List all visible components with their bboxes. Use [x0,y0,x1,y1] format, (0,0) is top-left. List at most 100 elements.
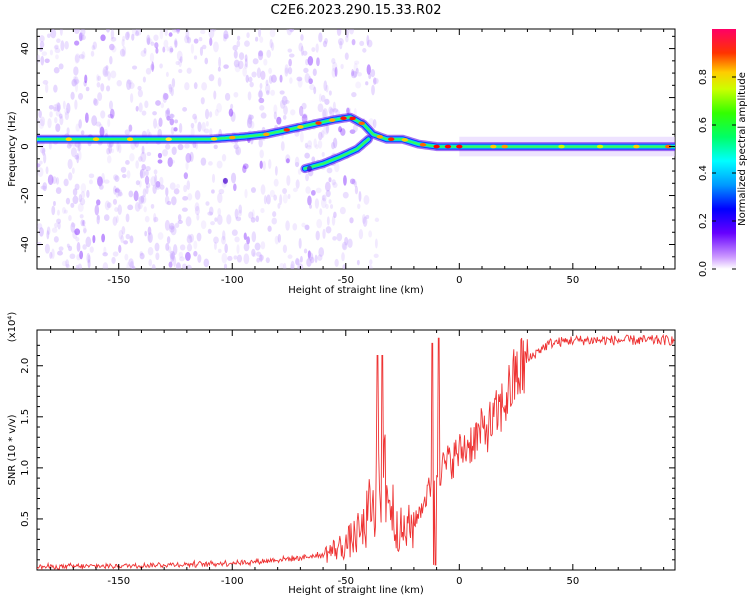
ridge-hotspot [65,137,72,142]
noise-speckle [167,246,172,254]
ridge-hotspot [358,121,365,126]
noise-speckle [273,111,277,120]
noise-speckle [96,199,101,206]
noise-speckle [343,175,347,186]
noise-speckle [320,197,327,209]
noise-speckle [45,83,49,94]
noise-speckle [294,258,301,265]
noise-speckle [170,226,177,236]
noise-speckle [58,113,63,119]
noise-speckle [236,244,240,254]
noise-speckle [178,68,183,74]
noise-speckle [97,75,101,81]
noise-speckle [211,173,216,183]
noise-speckle [150,41,155,46]
noise-speckle [329,204,334,209]
noise-speckle [324,181,331,192]
noise-speckle [53,106,57,112]
noise-speckle [167,157,173,168]
ridge-hotspot [387,137,395,142]
noise-speckle [315,144,319,150]
noise-speckle [205,201,210,206]
noise-speckle [354,185,359,195]
noise-speckle [325,203,329,210]
isolated-blob [222,177,228,184]
noise-speckle [57,221,61,230]
noise-speckle [81,51,86,60]
noise-speckle [114,207,119,212]
noise-speckle [156,123,160,130]
noise-speckle [189,151,194,162]
noise-speckle [308,78,313,85]
noise-speckle [189,233,195,243]
noise-speckle [171,146,177,156]
noise-speckle [258,97,265,104]
noise-speckle [235,146,242,156]
noise-speckle [48,142,52,150]
noise-speckle [59,115,64,126]
ridge-hotspot [92,137,100,142]
ridge-hotspot [444,144,452,149]
noise-speckle [166,107,171,117]
noise-speckle [244,54,248,62]
noise-speckle [128,124,133,132]
noise-speckle [111,45,117,53]
noise-speckle [107,118,111,128]
noise-speckle [110,29,115,40]
noise-speckle [356,259,360,266]
noise-speckle [304,152,310,159]
noise-speckle [235,148,240,155]
noise-speckle [270,42,275,51]
noise-speckle [209,206,214,216]
noise-speckle [301,114,308,124]
noise-speckle [234,236,240,243]
noise-speckle [325,84,329,93]
noise-speckle [118,143,122,154]
snr-series [37,333,675,570]
noise-speckle [305,173,309,182]
noise-speckle [66,102,71,114]
noise-speckle [173,188,180,195]
noise-speckle [105,65,109,70]
noise-speckle [152,184,157,195]
noise-speckle [250,217,256,223]
noise-speckle [265,257,270,264]
noise-speckle [112,251,119,257]
noise-speckle [351,178,357,186]
colorbar-ticks: 0.0 0.2 0.4 0.6 0.8 [698,69,736,277]
noise-speckle [139,168,146,179]
noise-speckle [78,32,84,41]
secondary-ridge-layer-3 [303,138,370,170]
noise-speckle [285,220,290,231]
noise-speckle [142,76,146,83]
noise-speckle [355,67,359,74]
noise-speckle [70,202,75,208]
noise-speckle [47,118,52,129]
noise-speckle [201,121,206,132]
ridge-hotspot [165,137,172,142]
noise-speckle [290,264,294,269]
noise-speckle [331,179,336,186]
noise-speckle [224,92,231,101]
noise-speckle [204,108,210,120]
noise-speckle [252,58,259,65]
noise-speckle [344,236,349,246]
noise-speckle [289,29,295,33]
noise-speckle [66,243,70,248]
noise-speckle [226,214,232,225]
spectrogram-x-tick-label: -50 [338,275,354,286]
noise-speckle [349,29,355,35]
noise-speckle [37,241,42,246]
noise-speckle [115,215,119,224]
noise-speckle [163,93,169,100]
noise-speckle [193,250,198,257]
noise-speckle [103,179,110,184]
noise-speckle [186,243,193,252]
noise-speckle [184,82,190,91]
noise-speckle [75,264,79,269]
noise-speckle [80,34,86,41]
noise-speckle [237,60,244,70]
noise-speckle [233,50,238,59]
noise-speckle [185,216,192,227]
noise-speckle [370,68,376,78]
